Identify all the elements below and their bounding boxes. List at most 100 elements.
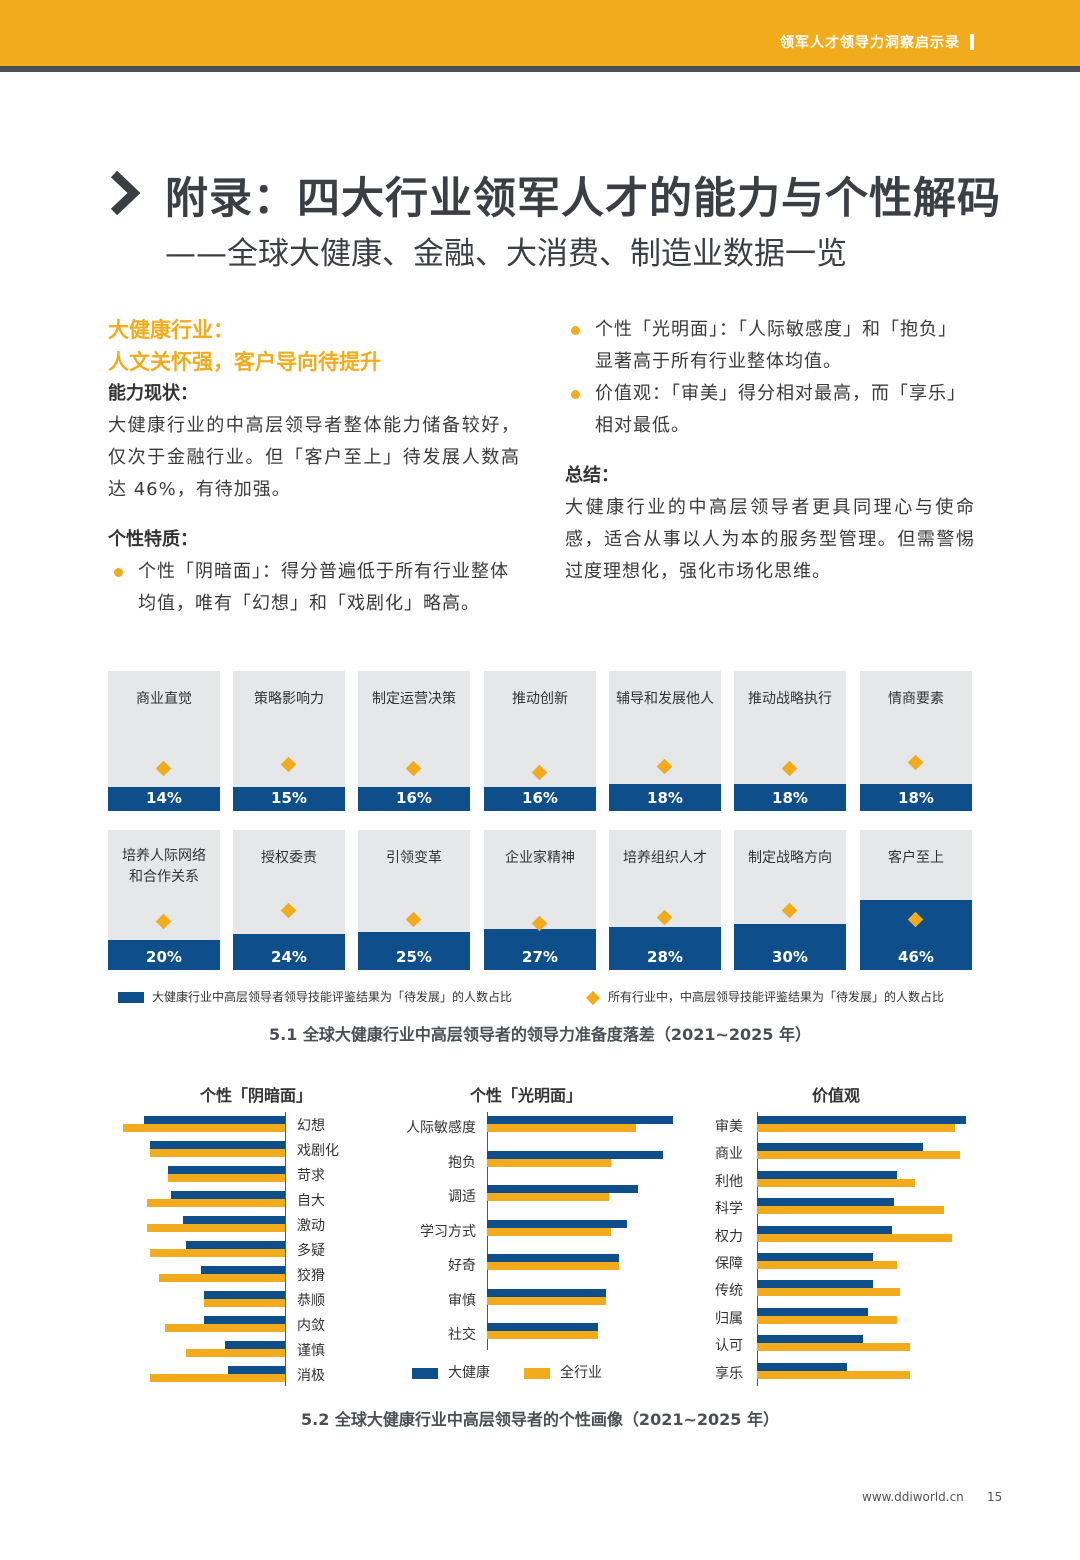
legend-label: 所有行业中，中高层领导技能评鉴结果为「待发展」的人数占比	[608, 990, 945, 1004]
bar-health	[144, 1116, 285, 1124]
tile-label: 制定运营决策	[372, 691, 456, 707]
bullet-dot-icon	[114, 568, 123, 577]
bar-health	[487, 1150, 663, 1159]
bar-all-industry	[757, 1151, 961, 1160]
category-label: 恭顺	[297, 1293, 325, 1309]
diamond-marker	[280, 902, 297, 919]
chart-title: 个性「阴暗面」	[200, 1086, 313, 1105]
tile-label: 引领变革	[386, 850, 442, 866]
bar-all-industry	[757, 1233, 953, 1242]
competency-tile: 企业家精神 27%	[484, 830, 596, 970]
tile-value: 28%	[647, 948, 683, 966]
category-label: 社交	[448, 1327, 476, 1343]
bar-all-industry	[487, 1262, 620, 1270]
category-label: 传统	[715, 1283, 743, 1300]
bar-all-industry	[150, 1149, 285, 1157]
bar-health	[757, 1198, 895, 1207]
competency-tile: 商业直觉 14%	[108, 671, 220, 811]
tile-label: 策略影响力	[254, 691, 324, 707]
bar-health	[757, 1170, 897, 1179]
category-label: 学习方式	[420, 1223, 476, 1240]
bar-health	[150, 1141, 285, 1149]
tile-label: 培养组织人才	[623, 850, 707, 866]
right-text-column: 个性「光明面」：「人际敏感度」和「抱负」显著高于所有行业整体均值。 价值观：「审…	[565, 314, 975, 588]
bar-all-industry	[186, 1349, 285, 1357]
tile-value: 18%	[647, 789, 683, 807]
bar-all-industry	[204, 1299, 285, 1307]
bullet-dark-side: 个性「阴暗面」：得分普遍低于所有行业整体均值，唯有「幻想」和「戏剧化」略高。	[108, 556, 520, 620]
bar-all-industry	[757, 1261, 897, 1269]
bar-all-industry	[757, 1124, 955, 1132]
category-label: 科学	[715, 1201, 743, 1218]
page-number: 15	[987, 1490, 1003, 1504]
diamond-marker	[656, 758, 673, 775]
tile-bar	[233, 787, 345, 811]
bar-health	[487, 1254, 620, 1262]
category-label: 审慎	[448, 1292, 476, 1309]
diamond-marker	[531, 764, 548, 781]
bar-all-industry	[150, 1249, 285, 1257]
tile-bar	[734, 783, 846, 811]
bar-health	[171, 1191, 285, 1199]
top-divider	[0, 66, 1080, 72]
category-label: 人际敏感度	[406, 1120, 476, 1136]
page-title: 附录：四大行业领军人才的能力与个性解码	[165, 174, 1001, 224]
diamond-marker	[280, 756, 297, 773]
category-label: 好奇	[448, 1258, 476, 1274]
legend-health: 大健康行业中高层领导者领导技能评鉴结果为「待发展」的人数占比	[118, 988, 512, 1005]
bar-health	[757, 1307, 868, 1316]
tile-label: 情商要素	[888, 691, 944, 707]
tile-label: 辅导和发展他人	[616, 691, 714, 707]
chart-title: 个性「光明面」	[470, 1086, 583, 1105]
tile-value: 16%	[522, 789, 558, 807]
legend-label: 全行业	[560, 1365, 602, 1381]
bar-health	[487, 1116, 674, 1124]
running-title: 领军人才领导力洞察启示录	[780, 35, 960, 51]
category-label: 认可	[715, 1338, 743, 1355]
tile-value: 20%	[146, 948, 182, 966]
bar-all-industry	[487, 1296, 606, 1305]
bullet-bright-side: 个性「光明面」：「人际敏感度」和「抱负」显著高于所有行业整体均值。	[565, 314, 975, 378]
tile-bar	[484, 928, 596, 970]
bar-health	[757, 1143, 924, 1152]
summary-text: 大健康行业的中高层领导者更具同理心与使命感，适合从事以人为本的服务型管理。但需警…	[565, 497, 975, 582]
tile-label: 客户至上	[888, 850, 944, 866]
category-label: 狡猾	[297, 1268, 325, 1284]
tile-value: 14%	[146, 789, 182, 807]
tile-value: 46%	[898, 948, 934, 966]
competency-tile: 制定运营决策 16%	[358, 671, 470, 811]
footer-url: www.ddiworld.cn	[862, 1490, 964, 1504]
figure-caption-5-1: 5.1 全球大健康行业中高层领导者的领导力准备度落差（2021~2025 年）	[269, 1025, 811, 1044]
category-label: 激动	[297, 1218, 325, 1234]
bullet-values: 价值观：「审美」得分相对最高，而「享乐」相对最低。	[565, 378, 975, 442]
bar-all-industry	[487, 1331, 598, 1339]
chart-title: 价值观	[812, 1086, 861, 1105]
bar-health	[228, 1366, 285, 1374]
category-label: 抱负	[448, 1154, 476, 1171]
tile-label: 企业家精神	[505, 850, 575, 866]
bar-all-industry	[165, 1324, 285, 1332]
category-label: 幻想	[297, 1118, 325, 1134]
tile-bar	[734, 924, 846, 970]
tile-value: 27%	[522, 948, 558, 966]
category-label: 商业	[715, 1146, 743, 1163]
tile-label: 推动战略执行	[748, 691, 832, 707]
figure-caption-5-2: 5.2 全球大健康行业中高层领导者的个性画像（2021~2025 年）	[301, 1410, 779, 1429]
category-label: 多疑	[297, 1243, 325, 1259]
tile-value: 25%	[396, 948, 432, 966]
bar-all-industry	[487, 1158, 612, 1167]
bar-health	[204, 1291, 285, 1299]
competency-tile: 培养人际网络 和合作关系 20%	[108, 830, 220, 970]
legend-label: 大健康行业中高层领导者领导技能评鉴结果为「待发展」的人数占比	[152, 990, 513, 1004]
tile-bar	[860, 783, 972, 811]
competency-tile: 情商要素 18%	[860, 671, 972, 811]
category-label: 利他	[715, 1173, 743, 1190]
legend-health-2: 大健康	[412, 1362, 490, 1382]
diamond-marker	[405, 760, 422, 777]
ability-heading: 能力现状：	[108, 383, 198, 404]
bar-health	[201, 1266, 285, 1274]
bar-health	[487, 1288, 606, 1297]
bar-health	[487, 1219, 628, 1228]
diamond-marker	[155, 913, 172, 930]
section-title: 大健康行业：	[108, 318, 234, 342]
